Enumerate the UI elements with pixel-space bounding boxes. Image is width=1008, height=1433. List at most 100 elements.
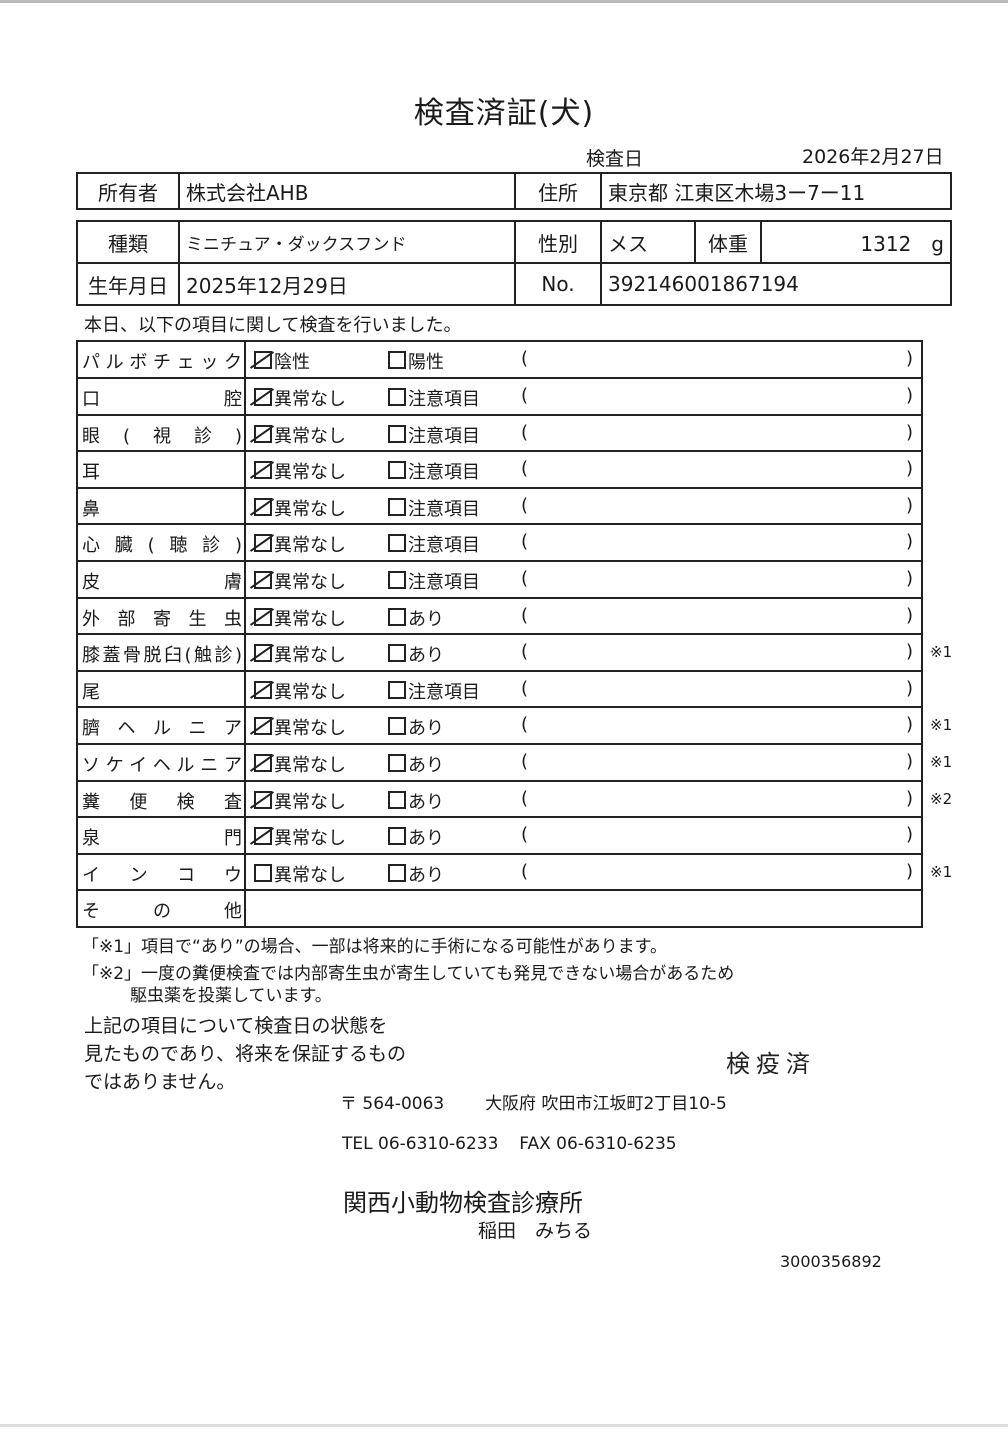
option-abnormal[interactable]: あり (388, 788, 444, 814)
checked-checkbox-icon[interactable] (254, 534, 272, 553)
checked-checkbox-icon[interactable] (254, 753, 272, 772)
paren-open: ( (521, 385, 529, 406)
checkbox-icon[interactable] (388, 827, 406, 846)
footnote-marker: ※1 (930, 862, 953, 881)
option-label: 注意項目 (408, 425, 480, 447)
option-abnormal[interactable]: あり (388, 824, 444, 850)
footnote-marker: ※1 (930, 716, 953, 735)
checkbox-icon[interactable] (388, 863, 406, 882)
weight-value: 1312 g (760, 220, 952, 264)
table-row: ソケイヘルニア 異常なし あり () ※1 (76, 744, 952, 782)
checked-checkbox-icon[interactable] (254, 827, 272, 846)
table-row: 口腔 異常なし 注意項目 () (76, 379, 923, 416)
option-normal[interactable]: 異常なし (254, 385, 346, 411)
disclaimer-line: 上記の項目について検査日の状態を (84, 1015, 388, 1037)
option-normal[interactable]: 異常なし (254, 495, 346, 521)
row-label: 膝蓋骨脱臼(触診) (82, 645, 242, 667)
option-abnormal[interactable]: 注意項目 (388, 678, 480, 704)
option-normal[interactable]: 異常なし (254, 714, 346, 740)
paren-close: ) (905, 604, 913, 626)
option-abnormal[interactable]: 注意項目 (388, 568, 480, 594)
table-row: 泉門 異常なし あり () (76, 818, 923, 855)
option-normal[interactable]: 異常なし (254, 788, 346, 814)
option-normal[interactable]: 異常なし (254, 458, 346, 484)
checked-checkbox-icon[interactable] (254, 424, 272, 443)
clinic-tel: TEL 06-6310-6233 (342, 1134, 499, 1154)
option-abnormal[interactable]: 注意項目 (388, 458, 480, 484)
column-divider (244, 452, 246, 487)
column-divider (244, 415, 246, 451)
option-normal[interactable]: 異常なし (254, 531, 346, 557)
table-row: パルボチェック 陰性 陽性 () (76, 342, 923, 379)
paren-close: ) (905, 531, 913, 553)
option-normal[interactable]: 異常なし (254, 422, 346, 448)
option-normal[interactable]: 異常なし (254, 605, 346, 631)
column-divider (244, 891, 246, 927)
checkbox-icon[interactable] (388, 534, 406, 553)
paren-close: ) (905, 348, 913, 369)
birth-label: 生年月日 (76, 262, 180, 306)
option-abnormal[interactable]: あり (388, 751, 444, 777)
checked-checkbox-icon[interactable] (254, 790, 272, 809)
table-row: 心臓(聴診) 異常なし 注意項目 () (76, 525, 923, 562)
option-normal[interactable]: 異常なし (254, 751, 346, 777)
option-abnormal[interactable]: 陽性 (388, 348, 444, 374)
column-divider (244, 598, 246, 634)
table-row: 眼(視診) 異常なし 注意項目 () (76, 415, 923, 453)
checked-checkbox-icon[interactable] (254, 461, 272, 480)
footnote-1: 「※1」項目で“あり”の場合、一部は将来的に手術になる可能性があります。 (82, 937, 667, 957)
checkbox-icon[interactable] (388, 388, 406, 406)
option-abnormal[interactable]: あり (388, 861, 444, 887)
option-normal[interactable]: 異常なし (254, 641, 346, 667)
row-label: 眼(視診) (82, 425, 242, 447)
breed-value: ミニチュア・ダックスフンド (178, 220, 516, 264)
checkbox-icon[interactable] (388, 570, 406, 589)
checkbox-icon[interactable] (388, 497, 406, 516)
option-abnormal[interactable]: 注意項目 (388, 531, 480, 557)
footnote-marker: ※1 (930, 752, 953, 771)
checkbox-icon[interactable] (388, 717, 406, 736)
option-normal[interactable]: 異常なし (254, 824, 346, 850)
checkbox-icon[interactable] (388, 753, 406, 772)
checked-checkbox-icon[interactable] (254, 388, 272, 406)
checkbox-icon[interactable] (388, 424, 406, 443)
checked-checkbox-icon[interactable] (254, 497, 272, 516)
footnote-2-line1: 「※2」一度の糞便検査では内部寄生虫が寄生していても発見できない場合があるため (82, 964, 735, 984)
checkbox-icon[interactable] (388, 680, 406, 699)
option-label: 陽性 (408, 352, 444, 373)
row-label: インコウ (82, 864, 242, 886)
checkbox-icon[interactable] (388, 644, 406, 663)
option-abnormal[interactable]: あり (388, 605, 444, 631)
option-normal[interactable]: 異常なし (254, 678, 346, 704)
paren-open: ( (521, 531, 529, 553)
checkbox-icon[interactable] (388, 461, 406, 480)
option-abnormal[interactable]: 注意項目 (388, 385, 480, 411)
option-abnormal[interactable]: 注意項目 (388, 422, 480, 448)
clinic-person: 稲田 みちる (478, 1220, 593, 1242)
option-normal[interactable]: 異常なし (254, 568, 346, 594)
clinic-street: 大阪府 吹田市江坂町2丁目10-5 (485, 1094, 727, 1114)
option-abnormal[interactable]: あり (388, 714, 444, 740)
option-label: 注意項目 (408, 462, 480, 484)
row-label: 口腔 (82, 389, 242, 410)
option-label: 異常なし (274, 462, 346, 484)
option-label: 注意項目 (408, 389, 480, 410)
checked-checkbox-icon[interactable] (254, 607, 272, 626)
checkbox-icon[interactable] (388, 607, 406, 626)
clinic-postal: 〒 564-0063 (340, 1094, 445, 1114)
checked-checkbox-icon[interactable] (254, 717, 272, 736)
checkbox-icon[interactable] (388, 351, 406, 369)
option-label: 異常なし (274, 498, 346, 520)
option-normal[interactable]: 異常なし (254, 861, 346, 887)
option-abnormal[interactable]: 注意項目 (388, 495, 480, 521)
checked-checkbox-icon[interactable] (254, 680, 272, 699)
checkbox-icon[interactable] (388, 790, 406, 809)
option-normal[interactable]: 陰性 (254, 348, 310, 374)
row-label: その他 (82, 901, 242, 923)
checked-checkbox-icon[interactable] (254, 570, 272, 589)
checked-checkbox-icon[interactable] (254, 644, 272, 663)
option-abnormal[interactable]: あり (388, 641, 444, 667)
checked-checkbox-icon[interactable] (254, 351, 272, 369)
disclaimer-line: ではありません。 (84, 1071, 236, 1093)
checkbox-icon[interactable] (254, 863, 272, 882)
